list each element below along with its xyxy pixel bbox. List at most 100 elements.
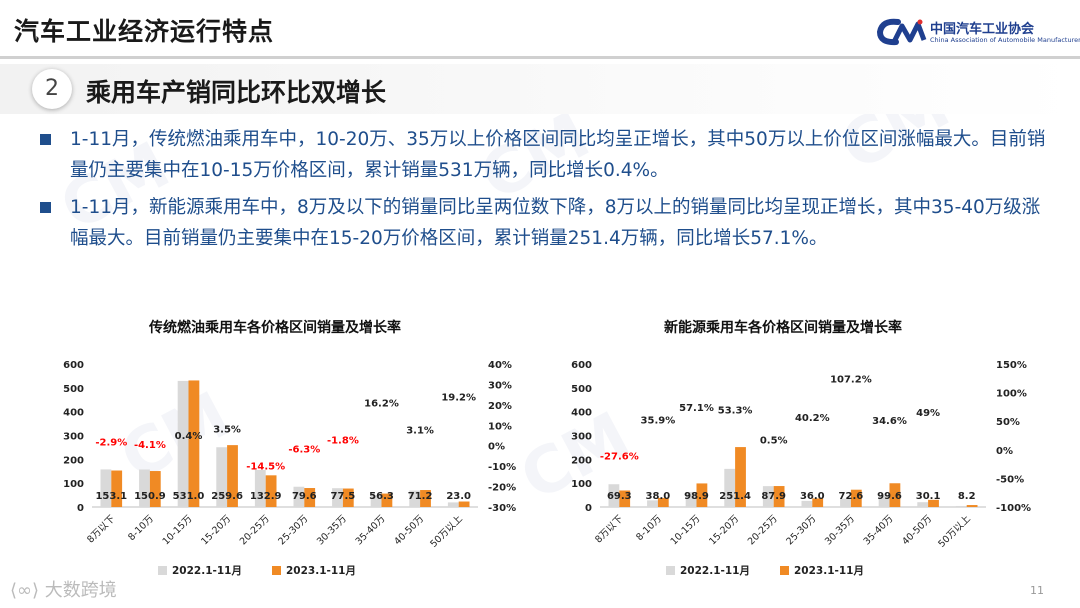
legend-swatch-2023 [780,566,789,575]
bar-2022 [409,490,421,507]
section-title: 乘用车产销同比环比双增长 [86,78,387,107]
x-category-label: 40-50万 [392,513,426,547]
bar-value-label: 98.9 [684,491,709,502]
bullet-list: 1-11月，传统燃油乘用车中，10-20万、35万以上价格区间同比均呈正增长，其… [36,124,1056,260]
bar-2023 [304,488,316,507]
bullet-text: 1-11月，传统燃油乘用车中，10-20万、35万以上价格区间同比均呈正增长，其… [70,129,1046,181]
bar-value-label: 79.6 [292,491,317,502]
y2-tick-label: -30% [488,503,516,514]
bar-2023 [381,493,393,507]
x-category-label: 20-25万 [746,513,780,547]
y-tick-label: 300 [63,432,84,443]
legend-label-2022: 2022.1-11月 [680,565,750,577]
growth-rate-label: -2.9% [95,438,127,449]
x-category-label: 25-30万 [784,513,818,547]
bar-2022 [139,469,150,507]
bar-2022 [955,505,967,507]
x-category-label: 35-40万 [354,513,388,547]
growth-rate-label: -1.8% [327,435,359,446]
bullet-text: 1-11月，新能源乘用车中，8万及以下的销量同比呈两位数下降，8万以上的销量同比… [70,197,1041,249]
bar-2023 [812,498,824,507]
growth-rate-label: -14.5% [246,461,285,472]
x-category-label: 50万以上 [936,513,973,550]
y2-tick-label: -100% [996,503,1031,514]
y2-tick-label: 10% [488,421,512,432]
x-category-label: 35-40万 [862,513,896,547]
page-title: 汽车工业经济运行特点 [14,17,275,46]
bar-2023 [265,475,277,507]
growth-rate-label: 107.2% [830,374,872,385]
footer-brand-text: 大数跨境 [44,580,117,601]
ice-price-range-chart: 传统燃油乘用车各价格区间销量及增长率 0 100 200 300 400 500 600 -30… [63,319,516,577]
bar-value-label: 69.3 [607,491,632,502]
y-tick-label: 600 [63,360,84,371]
y2-tick-label: 150% [996,360,1027,371]
bar-2023 [773,486,785,507]
y2-tick-label: -10% [488,462,516,473]
bar-value-label: 36.0 [800,491,825,502]
growth-rate-label: 34.6% [872,416,907,427]
bar-2022 [332,488,343,507]
growth-rate-label: 0.5% [760,436,788,447]
y-tick-label: 100 [63,479,84,490]
bar-2022 [801,500,813,507]
growth-rate-label: -4.1% [134,440,166,451]
bar-value-label: 56.3 [369,491,394,502]
page-number: 11 [1030,584,1044,597]
growth-rate-label: 35.9% [641,415,676,426]
bar-value-label: 132.9 [250,491,282,502]
y-tick-label: 200 [571,455,592,466]
y-tick-label: 300 [571,432,592,443]
bar-2022 [840,498,851,507]
chart-title: 新能源乘用车各价格区间销量及增长率 [664,319,902,336]
bar-2022 [293,486,305,507]
header-divider [0,56,1080,59]
bar-2023 [657,497,669,507]
bar-2023 [188,380,200,507]
growth-rate-label: 49% [916,408,940,419]
header: 汽车工业经济运行特点 中国汽车工业协会 China Association of… [0,0,1080,58]
bar-value-label: 77.5 [331,491,356,502]
bar-value-label: 150.9 [134,491,166,502]
y2-tick-label: 50% [996,417,1020,428]
bar-value-label: 23.0 [446,491,471,502]
growth-rate-label: 57.1% [679,403,714,414]
bar-2023 [619,490,631,507]
legend-label-2022: 2022.1-11月 [172,565,242,577]
x-category-label: 8万以下 [593,513,625,545]
y-tick-label: 600 [571,360,592,371]
x-category-label: 20-25万 [238,513,272,547]
bar-2023 [111,470,123,507]
growth-rate-label: 40.2% [795,413,830,424]
bullet-square-icon [40,202,51,213]
y2-tick-label: 0% [996,446,1013,457]
growth-rate-label: -6.3% [288,445,320,456]
x-category-label: 8-10万 [634,513,664,543]
bar-2022 [177,380,189,507]
y2-tick-label: 40% [488,360,512,371]
bar-2023 [850,489,862,507]
bar-value-label: 153.1 [95,491,127,502]
bullet-item: 1-11月，新能源乘用车中，8万及以下的销量同比呈两位数下降，8万以上的销量同比… [36,192,1056,254]
logo-name-en: China Association of Automobile Manufact… [930,36,1080,44]
bar-2022 [447,502,459,507]
x-category-label: 25-30万 [276,513,310,547]
x-category-label: 8-10万 [126,513,156,543]
x-category-label: 30-35万 [823,513,857,547]
y-tick-label: 500 [63,384,84,395]
y-tick-label: 0 [585,503,592,514]
bar-2023 [928,499,939,507]
footer-brand: ⟨∞⟩ 大数跨境 [10,576,117,602]
bar-2022 [254,469,266,507]
y2-tick-label: -50% [996,474,1024,485]
bar-2023 [735,447,746,507]
nev-price-range-chart: 新能源乘用车各价格区间销量及增长率 0 100 200 300 400 500 600 -100… [571,319,1031,577]
bullet-square-icon [40,134,51,145]
bar-value-label: 251.4 [719,491,751,502]
y-tick-label: 400 [63,408,84,419]
growth-rate-label: 16.2% [364,399,399,410]
x-category-label: 30-35万 [315,513,349,547]
section-number: 2 [32,69,72,109]
bar-2022 [762,486,774,507]
growth-rate-label: 3.1% [406,425,434,436]
